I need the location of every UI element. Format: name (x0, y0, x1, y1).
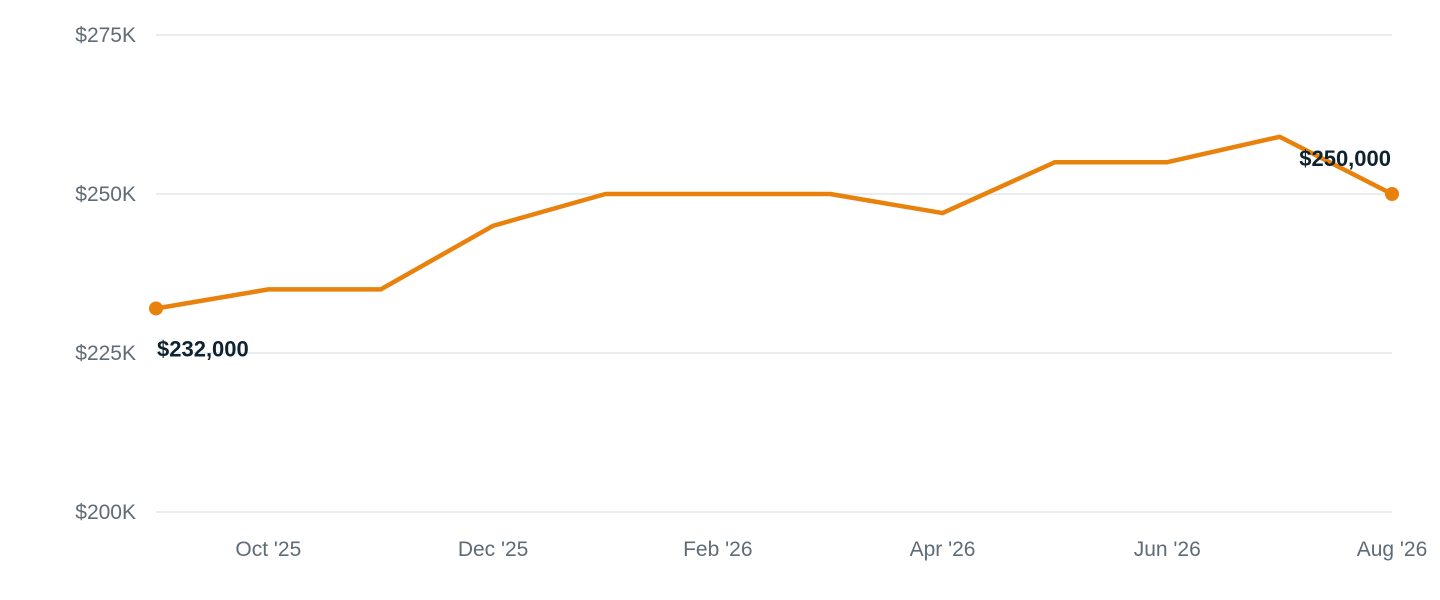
x-tick-label: Jun '26 (1134, 538, 1201, 561)
y-tick-label: $250K (75, 183, 136, 206)
series-line (153, 134, 1395, 311)
y-tick-label: $225K (75, 342, 136, 365)
data-labels: $232,000 $250,000 (157, 146, 1391, 361)
data-point (149, 301, 163, 316)
x-tick-label: Dec '25 (458, 538, 529, 561)
x-tick-label: Feb '26 (683, 538, 752, 561)
x-axis-ticks: Oct '25 Dec '25 Feb '26 Apr '26 Jun '26 Aug '… (235, 538, 1427, 561)
data-label: $250,000 (1299, 146, 1391, 171)
series-line-group (153, 134, 1395, 311)
y-tick-label: $275K (75, 24, 136, 47)
y-axis-ticks: $200K $225K $250K $275K (75, 24, 136, 524)
gridlines (156, 34, 1392, 513)
series-points (149, 187, 1399, 316)
x-tick-label: Apr '26 (910, 538, 976, 561)
x-tick-label: Oct '25 (235, 538, 301, 561)
data-point (1385, 187, 1399, 201)
y-tick-label: $200K (75, 501, 136, 524)
data-label: $232,000 (157, 336, 249, 361)
x-tick-label: Aug '26 (1357, 538, 1428, 561)
